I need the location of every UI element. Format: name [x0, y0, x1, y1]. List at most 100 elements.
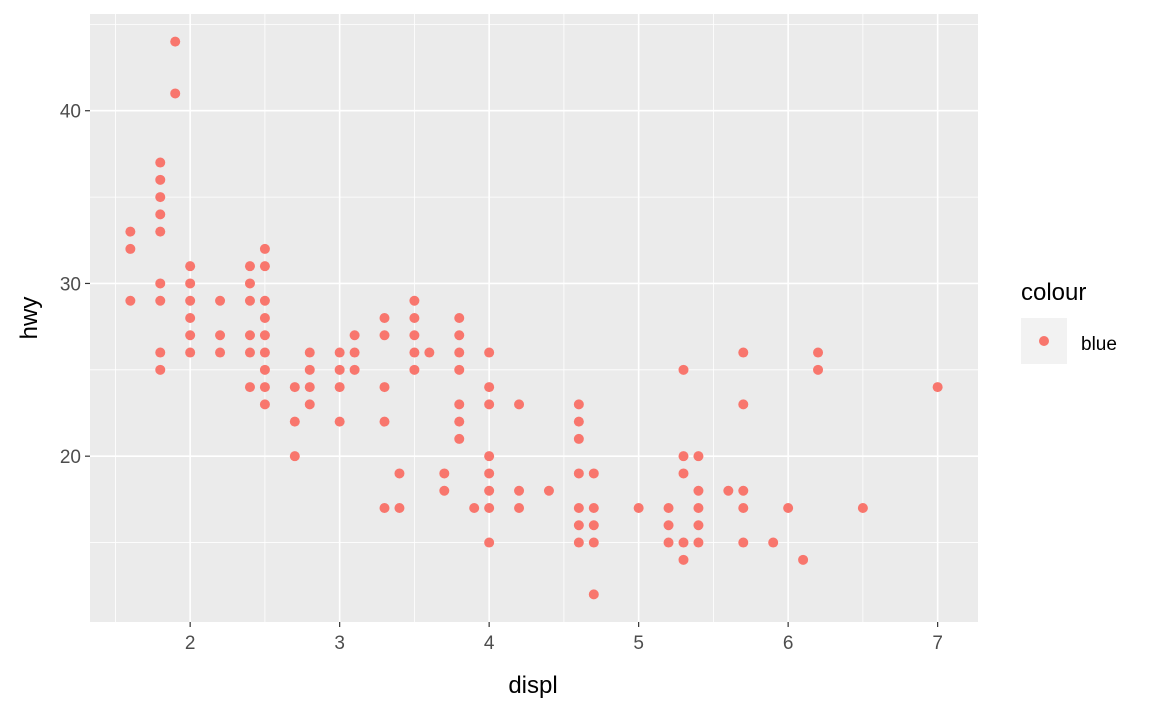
- data-point: [394, 503, 405, 513]
- data-point: [454, 364, 465, 375]
- data-point: [155, 157, 166, 168]
- data-point: [244, 382, 255, 393]
- legend: colour blue: [1021, 279, 1117, 364]
- y-tick-label: 30: [60, 274, 81, 295]
- data-point: [693, 520, 704, 531]
- data-point: [215, 330, 226, 341]
- data-point: [454, 416, 465, 427]
- x-axis-title: displ: [508, 672, 557, 699]
- data-point: [289, 382, 300, 393]
- data-point: [573, 537, 584, 548]
- data-point: [633, 503, 644, 513]
- data-point: [244, 278, 255, 289]
- data-point: [484, 347, 495, 358]
- data-point: [693, 451, 704, 462]
- data-point: [185, 313, 196, 323]
- data-point: [155, 295, 166, 306]
- data-point: [454, 433, 465, 444]
- y-axis-ticks: 20 30 40: [60, 102, 90, 468]
- data-point: [259, 364, 270, 375]
- data-point: [678, 468, 689, 479]
- data-point: [304, 364, 315, 375]
- data-point: [155, 209, 166, 220]
- x-tick-label: 2: [185, 633, 196, 654]
- data-point: [663, 537, 674, 548]
- data-point: [379, 416, 390, 427]
- data-point: [259, 243, 270, 254]
- data-point: [409, 313, 420, 323]
- data-point: [573, 520, 584, 531]
- data-point: [484, 468, 495, 479]
- data-point: [215, 347, 226, 358]
- plot-panel: [90, 14, 978, 622]
- data-point: [484, 503, 495, 513]
- data-point: [379, 503, 390, 513]
- data-point: [304, 347, 315, 358]
- data-point: [409, 364, 420, 375]
- data-point: [439, 468, 450, 479]
- data-point: [723, 485, 734, 496]
- data-point: [379, 313, 390, 323]
- data-point: [185, 295, 196, 306]
- data-point: [738, 347, 749, 358]
- data-point: [155, 347, 166, 358]
- data-point: [738, 503, 749, 513]
- data-point: [409, 330, 420, 341]
- data-point: [454, 330, 465, 341]
- data-point: [125, 226, 136, 237]
- data-point: [514, 485, 525, 496]
- data-point: [170, 88, 181, 99]
- x-tick-label: 6: [783, 633, 794, 654]
- data-point: [768, 537, 779, 548]
- data-point: [798, 554, 809, 565]
- data-point: [259, 382, 270, 393]
- x-axis-ticks: 2 3 4 5 6 7: [185, 622, 943, 654]
- data-points: [125, 36, 943, 600]
- data-point: [259, 347, 270, 358]
- data-point: [304, 382, 315, 393]
- y-tick-label: 40: [60, 102, 81, 123]
- data-point: [155, 192, 166, 203]
- data-point: [469, 503, 480, 513]
- data-point: [289, 451, 300, 462]
- data-point: [379, 330, 390, 341]
- data-point: [573, 433, 584, 444]
- data-point: [185, 278, 196, 289]
- data-point: [334, 364, 345, 375]
- data-point: [409, 347, 420, 358]
- data-point: [289, 416, 300, 427]
- data-point: [155, 364, 166, 375]
- data-point: [484, 399, 495, 410]
- data-point: [349, 330, 360, 341]
- data-point: [259, 261, 270, 272]
- data-point: [125, 243, 136, 254]
- data-point: [185, 347, 196, 358]
- data-point: [678, 537, 689, 548]
- data-point: [394, 468, 405, 479]
- legend-swatch-blue: [1039, 336, 1049, 346]
- data-point: [813, 364, 824, 375]
- data-point: [379, 382, 390, 393]
- data-point: [573, 503, 584, 513]
- data-point: [573, 468, 584, 479]
- data-point: [259, 295, 270, 306]
- data-point: [693, 537, 704, 548]
- x-tick-label: 4: [484, 633, 495, 654]
- data-point: [304, 399, 315, 410]
- data-point: [155, 278, 166, 289]
- data-point: [155, 226, 166, 237]
- data-point: [424, 347, 435, 358]
- data-point: [155, 174, 166, 185]
- data-point: [259, 313, 270, 323]
- data-point: [259, 330, 270, 341]
- data-point: [678, 364, 689, 375]
- data-point: [409, 295, 420, 306]
- data-point: [484, 485, 495, 496]
- y-tick-label: 20: [60, 447, 81, 468]
- major-gridlines: [90, 14, 978, 622]
- data-point: [259, 399, 270, 410]
- data-point: [484, 382, 495, 393]
- data-point: [439, 485, 450, 496]
- data-point: [738, 537, 749, 548]
- data-point: [738, 399, 749, 410]
